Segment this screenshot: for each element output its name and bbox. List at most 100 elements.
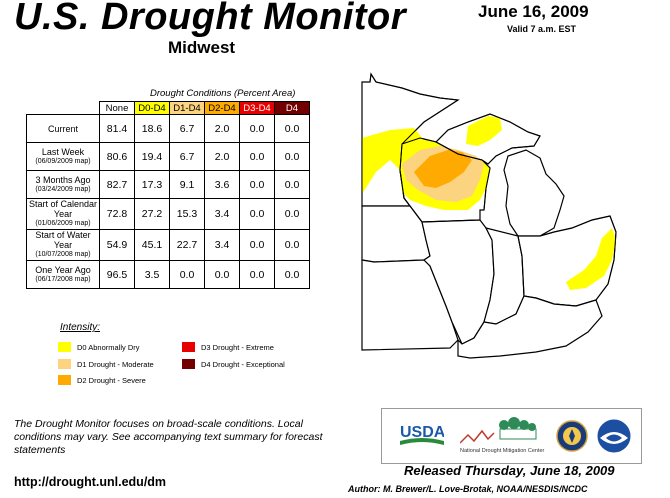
table-caption: Drought Conditions (Percent Area) [150, 88, 296, 99]
drought-areas [362, 116, 616, 290]
table-cell: 3.4 [204, 229, 240, 261]
col-header-d1-d4: D1-D4 [169, 101, 205, 115]
row-label: One Year Ago (06/17/2008 map) [26, 260, 100, 289]
table-cell: 0.0 [169, 260, 205, 289]
table-cell: 2.0 [204, 114, 240, 143]
table-cell: 19.4 [134, 142, 170, 171]
col-header-none: None [99, 101, 135, 115]
legend-item-d1: D1 Drought - Moderate [58, 359, 154, 369]
row-label-text: Start of Water Year [35, 230, 91, 250]
state-outlines [361, 72, 617, 359]
table-cell: 82.7 [99, 170, 135, 199]
table-cell: 80.6 [99, 142, 135, 171]
ndmc-logo-mark: National Drought Mitigation Center [459, 417, 545, 454]
table-cell: 0.0 [239, 114, 275, 143]
legend-item-d3: D3 Drought - Extreme [182, 342, 274, 352]
row-date: (03/24/2009 map) [35, 185, 91, 193]
michigan-lower-outline [503, 149, 565, 237]
author-credit: Author: M. Brewer/L. Love-Brotak, NOAA/N… [348, 484, 588, 494]
legend-item-d0: D0 Abnormally Dry [58, 342, 140, 352]
usda-logo-mark: USDA [400, 424, 446, 445]
commerce-seal-icon [556, 420, 588, 452]
table-cell: 2.0 [204, 142, 240, 171]
ndmc-trees [499, 417, 536, 431]
website-link[interactable]: http://drought.unl.edu/dm [14, 475, 167, 489]
michigan-upper-border [435, 113, 541, 165]
row-label-text: Last Week [41, 146, 85, 157]
table-cell: 6.7 [169, 114, 205, 143]
legend-item-d2: D2 Drought - Severe [58, 375, 146, 385]
usda-logo: USDA [400, 421, 446, 454]
ohio-border [517, 215, 617, 307]
table-cell: 0.0 [274, 114, 310, 143]
region-name: Midwest [168, 38, 236, 57]
table-row: Last Week (06/09/2009 map) 80.6 19.4 6.7 2.0 0… [26, 142, 310, 171]
row-label-text: Current [47, 123, 78, 134]
noaa-logo [596, 418, 632, 459]
legend-swatch-d2 [58, 375, 71, 385]
table-cell: 0.0 [274, 170, 310, 199]
row-label-text: One Year Ago [35, 264, 91, 275]
table-body: Current 81.4 18.6 6.7 2.0 0.0 0.0 Last Week (06/… [26, 114, 310, 289]
table-cell: 0.0 [274, 198, 310, 230]
legend-swatch-d1 [58, 359, 71, 369]
table-cell: 0.0 [274, 260, 310, 289]
row-label-text: 3 Months Ago [35, 174, 91, 185]
row-label: Start of Water Year (10/07/2008 map) [26, 229, 100, 261]
table-corner [27, 102, 100, 115]
table-cell: 3.6 [204, 170, 240, 199]
noaa-logo-icon [596, 418, 632, 454]
col-header-d4: D4 [274, 101, 310, 115]
table-row: Start of Water Year (10/07/2008 map) 54.9 4… [26, 229, 310, 261]
row-label: Last Week (06/09/2009 map) [26, 142, 100, 171]
table-cell: 72.8 [99, 198, 135, 230]
table-cell: 45.1 [134, 229, 170, 261]
ndmc-logo: National Drought Mitigation Center [459, 415, 550, 460]
state-borders-overlay [361, 72, 617, 307]
table-row: 3 Months Ago (03/24/2009 map) 82.7 17.3 9.1 3… [26, 170, 310, 199]
table-cell: 27.2 [134, 198, 170, 230]
table-cell: 18.6 [134, 114, 170, 143]
table-cell: 0.0 [274, 142, 310, 171]
table-cell: 3.5 [134, 260, 170, 289]
table-cell: 0.0 [239, 198, 275, 230]
ndmc-logo-frame [499, 428, 537, 440]
usda-logo-text: USDA [400, 424, 444, 441]
ndmc-logo-text: National Drought Mitigation Center [460, 448, 545, 454]
row-label-text: Start of Calendar Year [28, 199, 98, 219]
legend-label-d1: D1 Drought - Moderate [77, 359, 154, 369]
row-date: (06/09/2009 map) [35, 157, 91, 165]
table-cell: 0.0 [239, 260, 275, 289]
dept-commerce-seal [556, 420, 588, 457]
row-date: (10/07/2008 map) [35, 251, 91, 258]
table-row: Current 81.4 18.6 6.7 2.0 0.0 0.0 [26, 114, 310, 143]
col-header-d3-d4: D3-D4 [239, 101, 275, 115]
d0-area-ohio [566, 228, 616, 290]
d0-area-upper-michigan [466, 116, 502, 146]
ndmc-graph-line [459, 429, 495, 444]
col-header-d0-d4: D0-D4 [134, 101, 170, 115]
table-cell: 6.7 [169, 142, 205, 171]
table-cell: 9.1 [169, 170, 205, 199]
legend-label-d2: D2 Drought - Severe [77, 375, 146, 385]
agency-logos: USDA National Drought Mitigation Center [381, 408, 642, 464]
map-date: June 16, 2009 [478, 2, 589, 21]
table-cell: 3.4 [204, 198, 240, 230]
col-header-d2-d4: D2-D4 [204, 101, 240, 115]
table-cell: 0.0 [239, 170, 275, 199]
drought-conditions-table: None D0-D4 D1-D4 D2-D4 D3-D4 D4 Current 8… [26, 101, 310, 289]
release-date: Released Thursday, June 18, 2009 [404, 463, 615, 478]
row-label: Current [26, 114, 100, 143]
row-date: (01/06/2009 map) [35, 220, 91, 227]
legend-item-d4: D4 Drought - Exceptional [182, 359, 285, 369]
table-row: Start of Calendar Year (01/06/2009 map) 72… [26, 198, 310, 230]
map-title: U.S. Drought Monitor [14, 0, 407, 38]
table-cell: 0.0 [274, 229, 310, 261]
disclaimer-note: The Drought Monitor focuses on broad-sca… [14, 418, 323, 456]
table-header-row: None D0-D4 D1-D4 D2-D4 D3-D4 D4 [27, 101, 310, 115]
table-cell: 17.3 [134, 170, 170, 199]
valid-time: Valid 7 a.m. EST [507, 24, 577, 34]
legend-label-d3: D3 Drought - Extreme [201, 342, 274, 352]
legend-swatch-d0 [58, 342, 71, 352]
row-label: Start of Calendar Year (01/06/2009 map) [26, 198, 100, 230]
